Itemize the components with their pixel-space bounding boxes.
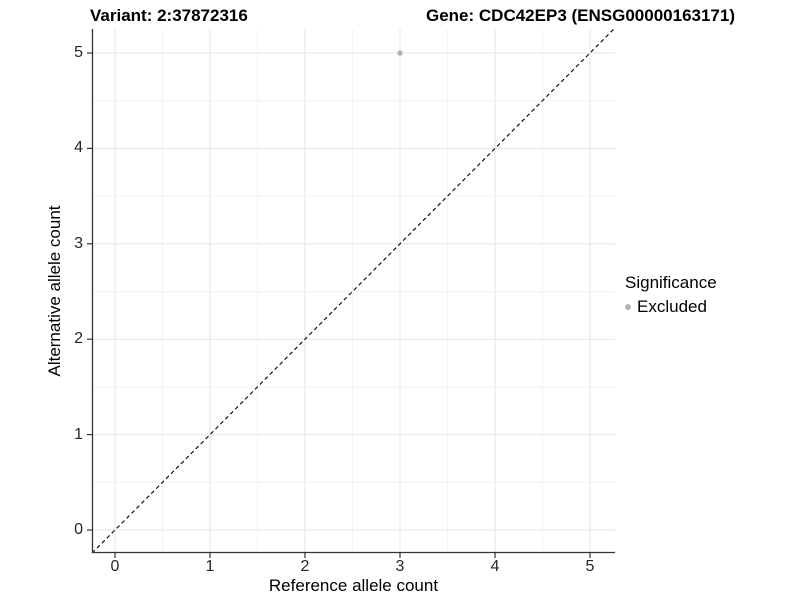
plot-panel bbox=[87, 27, 616, 558]
y-tick-label: 4 bbox=[74, 139, 83, 157]
y-tick-label: 5 bbox=[74, 44, 83, 61]
identity-line bbox=[91, 27, 616, 554]
x-tick-label: 0 bbox=[110, 558, 120, 575]
legend-item-excluded: Excluded bbox=[625, 297, 717, 317]
x-axis-title: Reference allele count bbox=[268, 576, 439, 595]
x-tick-label: 5 bbox=[585, 558, 595, 575]
plot-title-gene: Gene: CDC42EP3 (ENSG00000163171) bbox=[426, 6, 735, 25]
x-tick-label: 1 bbox=[205, 558, 215, 575]
plot-title-row: Variant: 2:37872316 Gene: CDC42EP3 (ENSG… bbox=[90, 6, 735, 26]
x-tick-label: 2 bbox=[300, 558, 310, 575]
legend-title: Significance bbox=[625, 273, 717, 292]
x-tick-label: 4 bbox=[490, 558, 500, 575]
legend-item-label: Excluded bbox=[637, 297, 707, 316]
plot-title-variant: Variant: 2:37872316 bbox=[90, 6, 248, 25]
y-tick-label: 3 bbox=[74, 234, 83, 252]
y-axis-title: Alternative allele count bbox=[45, 205, 64, 377]
y-tick-label: 0 bbox=[74, 521, 83, 538]
y-tick-label: 1 bbox=[74, 425, 83, 443]
legend-point-icon bbox=[625, 304, 631, 310]
x-tick-label: 3 bbox=[395, 558, 405, 575]
data-point bbox=[397, 50, 403, 56]
legend: Significance Excluded bbox=[625, 273, 717, 317]
y-tick-label: 2 bbox=[74, 330, 83, 348]
